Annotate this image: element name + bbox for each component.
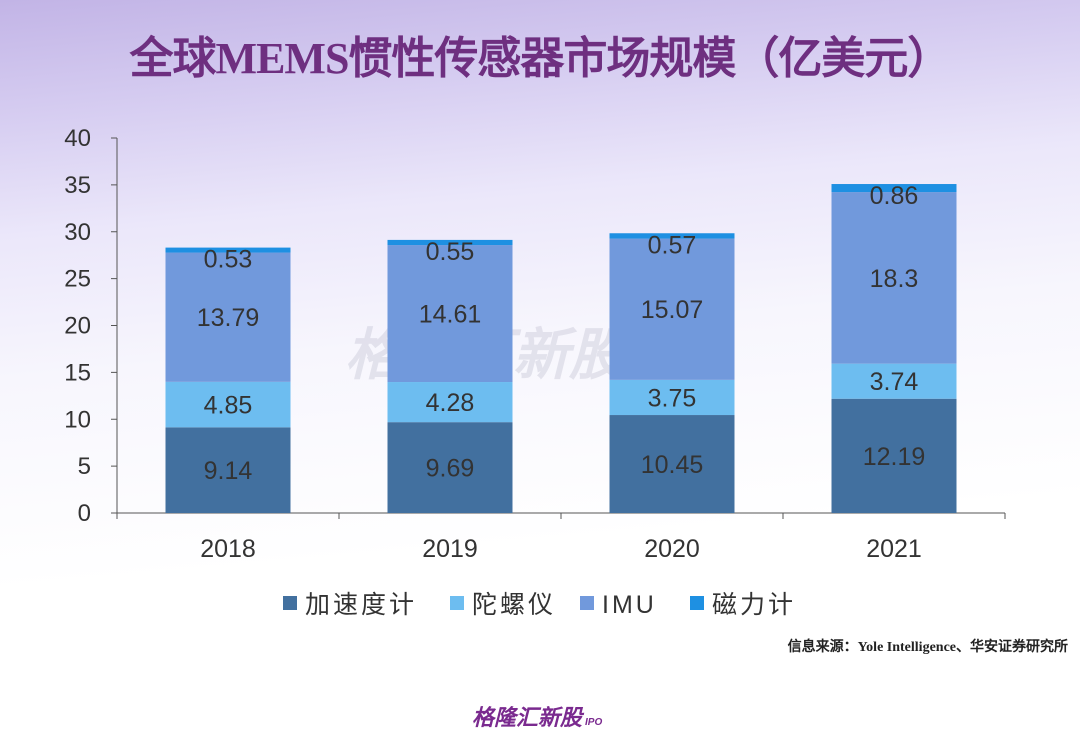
legend-swatch [283,596,297,610]
y-tick-label: 0 [78,500,91,527]
data-label: 4.28 [426,389,475,417]
bar-segment [831,363,957,399]
y-tick-label: 15 [64,359,91,386]
bar-segment [387,239,513,246]
bar-segment [831,398,957,513]
legend-label: 加速度计 [305,591,417,619]
legend-swatch [450,596,464,610]
y-tick-label: 30 [64,219,91,246]
bar-segment [609,238,735,380]
legend-label: 陀螺仪 [472,591,556,619]
data-label: 3.75 [648,384,697,412]
data-label: 9.69 [426,455,475,483]
data-label: 12.19 [863,443,926,471]
bar-segment [165,247,291,253]
logo: 格隆汇新股 IPO [472,705,603,730]
data-label: 4.85 [204,392,253,420]
legend-swatch [690,596,704,610]
y-tick-label: 40 [64,125,91,152]
data-label: 0.57 [648,231,697,259]
data-label: 9.14 [204,457,253,485]
legend-label: 磁力计 [712,591,796,619]
x-tick-label: 2020 [644,535,700,563]
bar-segment [165,427,291,513]
bar-segment [609,415,735,513]
chart-title: 全球MEMS惯性传感器市场规模（亿美元） [129,34,952,83]
x-tick-label: 2021 [866,535,922,563]
source-note: 信息来源：Yole Intelligence、华安证券研究所 [787,640,1068,655]
bar-segment [387,245,513,383]
bar-segment [165,381,291,428]
y-tick-label: 10 [64,406,91,433]
data-label: 0.86 [870,182,919,210]
y-tick-label: 20 [64,313,91,340]
bar-segment [609,233,735,239]
x-tick-label: 2019 [422,535,478,563]
x-tick-label: 2018 [200,535,256,563]
legend-label: IMU [602,591,657,619]
y-tick-label: 5 [78,453,91,480]
data-label: 15.07 [641,296,704,324]
data-label: 18.3 [870,265,919,293]
legend-swatch [580,596,594,610]
data-label: 14.61 [419,301,482,329]
bar-segment [609,379,735,416]
bar-segment [387,422,513,513]
data-label: 0.53 [204,246,253,274]
bar-segment [831,192,957,364]
data-label: 0.55 [426,238,475,266]
data-label: 3.74 [870,368,919,396]
data-label: 10.45 [641,451,704,479]
bar-segment [831,184,957,193]
y-tick-label: 25 [64,266,91,293]
bar-segment [165,252,291,382]
bar-segment [387,382,513,423]
y-tick-label: 35 [64,172,91,199]
data-label: 13.79 [197,304,260,332]
